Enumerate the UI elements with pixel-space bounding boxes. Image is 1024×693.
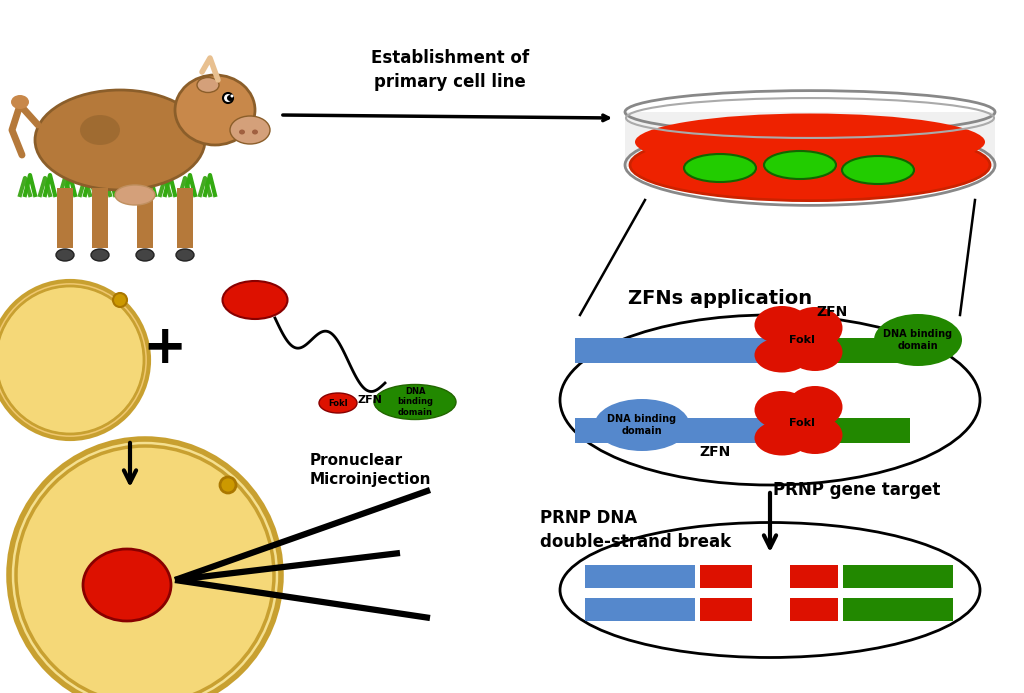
Ellipse shape: [239, 130, 245, 134]
Ellipse shape: [91, 249, 109, 261]
Text: Pronuclear
Microinjection: Pronuclear Microinjection: [310, 453, 431, 487]
Ellipse shape: [223, 93, 233, 103]
Text: Establishment of
primary cell line: Establishment of primary cell line: [371, 49, 529, 91]
Bar: [625, 112, 995, 167]
Bar: [137, 188, 153, 248]
Bar: [92, 188, 108, 248]
Bar: [795, 418, 910, 443]
Ellipse shape: [20, 450, 270, 693]
Ellipse shape: [684, 154, 756, 182]
Text: PRNP gene target: PRNP gene target: [773, 481, 940, 499]
Ellipse shape: [35, 90, 205, 190]
Text: DNA binding
domain: DNA binding domain: [607, 414, 677, 436]
Ellipse shape: [319, 393, 357, 413]
Ellipse shape: [222, 281, 288, 319]
Ellipse shape: [176, 249, 194, 261]
Ellipse shape: [16, 446, 274, 693]
Bar: [843, 565, 953, 588]
Ellipse shape: [252, 130, 258, 134]
Ellipse shape: [227, 95, 233, 101]
Bar: [585, 598, 695, 621]
Text: +: +: [143, 322, 187, 374]
Ellipse shape: [560, 315, 980, 485]
Ellipse shape: [842, 156, 914, 184]
Ellipse shape: [787, 416, 843, 454]
Bar: [575, 338, 790, 363]
Ellipse shape: [115, 185, 155, 205]
Ellipse shape: [787, 307, 843, 349]
Ellipse shape: [80, 115, 120, 145]
Ellipse shape: [374, 385, 456, 419]
Text: FokI: FokI: [790, 418, 815, 428]
Ellipse shape: [197, 78, 219, 92]
Ellipse shape: [874, 314, 962, 366]
Ellipse shape: [635, 114, 985, 170]
Text: ZFN: ZFN: [358, 395, 383, 405]
Ellipse shape: [230, 94, 233, 98]
Ellipse shape: [755, 306, 810, 344]
Text: ZFN: ZFN: [699, 445, 731, 459]
Bar: [57, 188, 73, 248]
Ellipse shape: [0, 286, 144, 434]
Ellipse shape: [560, 523, 980, 658]
Ellipse shape: [11, 95, 29, 109]
Bar: [790, 598, 838, 621]
Ellipse shape: [56, 249, 74, 261]
Ellipse shape: [220, 477, 236, 493]
Ellipse shape: [764, 151, 836, 179]
Ellipse shape: [136, 249, 154, 261]
Bar: [585, 565, 695, 588]
Ellipse shape: [787, 333, 843, 371]
Text: ZFN: ZFN: [816, 305, 848, 319]
Ellipse shape: [0, 281, 150, 439]
Text: DNA binding
domain: DNA binding domain: [884, 329, 952, 351]
Ellipse shape: [230, 116, 270, 144]
Text: ZFNs application: ZFNs application: [628, 288, 812, 308]
Text: FokI: FokI: [328, 398, 348, 407]
Bar: [177, 188, 193, 248]
Ellipse shape: [755, 421, 810, 455]
Ellipse shape: [113, 293, 127, 307]
Ellipse shape: [755, 337, 810, 373]
Ellipse shape: [630, 130, 990, 201]
Bar: [700, 565, 752, 588]
Bar: [843, 598, 953, 621]
Bar: [790, 565, 838, 588]
Ellipse shape: [83, 549, 171, 621]
Bar: [700, 598, 752, 621]
Ellipse shape: [595, 399, 689, 451]
Ellipse shape: [0, 288, 142, 432]
Bar: [795, 338, 910, 363]
Ellipse shape: [175, 75, 255, 145]
Text: PRNP DNA
double-strand break: PRNP DNA double-strand break: [540, 509, 731, 551]
Bar: [575, 418, 790, 443]
Ellipse shape: [9, 439, 281, 693]
Text: FokI: FokI: [790, 335, 815, 345]
Ellipse shape: [755, 391, 810, 429]
Text: DNA
binding
domain: DNA binding domain: [397, 387, 433, 417]
Ellipse shape: [787, 386, 843, 428]
